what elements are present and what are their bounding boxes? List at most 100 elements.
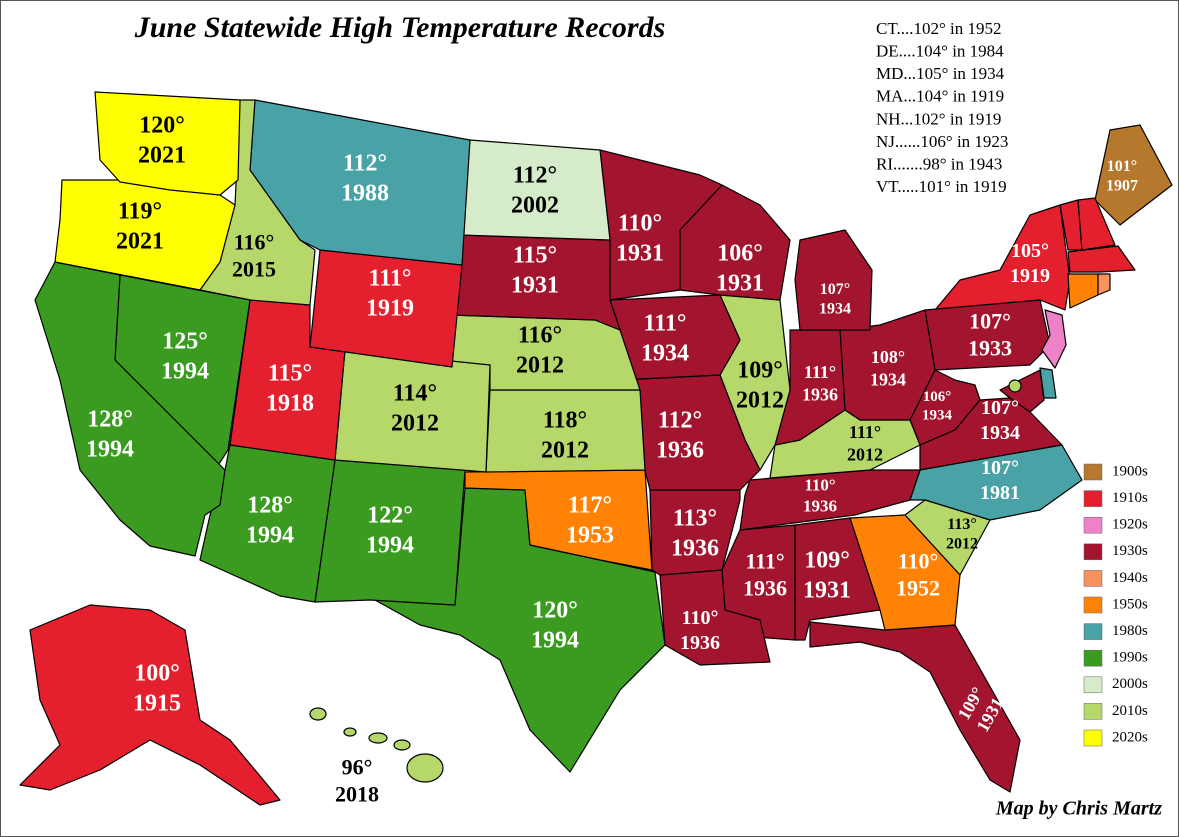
state-label: 106° 1934 bbox=[922, 389, 953, 424]
record-temp: 116° bbox=[518, 323, 562, 349]
record-temp: 118° bbox=[543, 408, 587, 434]
record-year: 1952 bbox=[896, 576, 940, 601]
state-label: 128° 1994 bbox=[86, 407, 134, 463]
record-temp: 114° bbox=[393, 381, 437, 407]
state-label: 119° 2021 bbox=[116, 199, 164, 255]
record-temp: 107° bbox=[820, 281, 850, 298]
record-year: 1918 bbox=[266, 390, 314, 416]
record-year: 1994 bbox=[531, 627, 579, 653]
state-label: 115° 1918 bbox=[266, 361, 314, 417]
record-temp: 115° bbox=[513, 243, 557, 269]
record-temp: 110° bbox=[898, 548, 939, 573]
record-year: 1936 bbox=[656, 437, 704, 463]
record-year: 1953 bbox=[566, 522, 614, 548]
record-temp: 110° bbox=[804, 475, 835, 494]
record-year: 1934 bbox=[819, 301, 851, 318]
state-label: 100° 1915 bbox=[133, 661, 181, 717]
state-label: 125° 1994 bbox=[161, 329, 209, 385]
record-year: 1936 bbox=[671, 535, 719, 561]
legend-label: 1980s bbox=[1112, 623, 1148, 639]
state-region bbox=[94, 91, 241, 196]
record-temp: 125° bbox=[162, 329, 208, 355]
record-temp: 100° bbox=[134, 661, 180, 687]
record-year: 1936 bbox=[802, 384, 838, 404]
state-region bbox=[839, 309, 936, 421]
note-line: RI.......98° in 1943 bbox=[876, 155, 1002, 174]
legend-label: 1940s bbox=[1112, 570, 1148, 586]
state-label: 101° 1907 bbox=[1106, 158, 1138, 195]
state-region bbox=[794, 229, 873, 331]
state-label: 120° 2021 bbox=[138, 113, 186, 169]
state-label: 107° 1981 bbox=[980, 457, 1020, 504]
legend-swatch bbox=[1083, 676, 1103, 694]
record-year: 1981 bbox=[980, 482, 1020, 504]
state-region bbox=[679, 184, 791, 301]
state-region bbox=[1067, 245, 1136, 273]
state-label: 116° 2012 bbox=[516, 323, 564, 379]
record-temp: 107° bbox=[981, 457, 1019, 479]
record-year: 1931 bbox=[803, 577, 851, 603]
state-label: 115° 1931 bbox=[511, 243, 559, 299]
regions bbox=[19, 91, 1173, 806]
note-line: NH...102° in 1919 bbox=[876, 109, 1001, 128]
state-region bbox=[999, 369, 1045, 413]
record-temp: 107° bbox=[981, 397, 1019, 419]
record-temp: 107° bbox=[969, 308, 1011, 333]
record-temp: 112° bbox=[343, 151, 387, 177]
record-temp: 117° bbox=[568, 493, 612, 519]
record-temp: 113° bbox=[673, 506, 717, 532]
record-temp: 101° bbox=[1107, 158, 1137, 175]
note-line: MD...105° in 1934 bbox=[876, 64, 1005, 83]
record-year: 2018 bbox=[335, 782, 379, 807]
record-year: 2021 bbox=[116, 228, 164, 254]
state-region bbox=[406, 753, 444, 783]
state-label: 120° 1994 bbox=[531, 598, 579, 654]
record-year: 1933 bbox=[968, 336, 1012, 361]
dc-marker bbox=[1008, 379, 1022, 393]
record-year: 1934 bbox=[641, 340, 689, 366]
record-year: 1994 bbox=[86, 436, 134, 462]
state-label: 114° 2012 bbox=[391, 381, 439, 437]
record-temp: 105° bbox=[1011, 240, 1049, 262]
state-region bbox=[1041, 309, 1067, 369]
state-label: 112° 2002 bbox=[511, 163, 559, 219]
notes: CT....102° in 1952 DE....104° in 1984 MD..… bbox=[876, 19, 1008, 196]
record-year: 1907 bbox=[1106, 178, 1138, 195]
record-temp: 108° bbox=[871, 347, 905, 367]
record-year: 2012 bbox=[516, 352, 564, 378]
record-year: 2012 bbox=[391, 410, 439, 436]
state-label: 110° 1952 bbox=[896, 548, 940, 600]
state-label: 108°1934 bbox=[870, 347, 906, 389]
legend-label: 2020s bbox=[1112, 729, 1148, 745]
state-region bbox=[1094, 124, 1173, 226]
record-year: 1994 bbox=[246, 522, 294, 548]
record-temp: 112° bbox=[513, 163, 557, 189]
note-line: CT....102° in 1952 bbox=[876, 19, 1001, 38]
record-year: 1994 bbox=[366, 532, 414, 558]
legend-label: 1990s bbox=[1112, 650, 1148, 666]
legend-label: 2010s bbox=[1112, 703, 1148, 719]
legend-swatch bbox=[1083, 729, 1103, 747]
record-temp: 120° bbox=[139, 113, 185, 139]
record-temp: 110° bbox=[682, 607, 719, 629]
state-label: 106° 1931 bbox=[716, 241, 764, 297]
state-region bbox=[343, 727, 357, 737]
record-year: 2021 bbox=[138, 142, 186, 168]
state-label: 113° 1936 bbox=[671, 506, 719, 562]
legend-swatch bbox=[1083, 703, 1103, 720]
legend-swatch bbox=[1083, 543, 1103, 561]
record-year: 2002 bbox=[511, 192, 559, 218]
state-label: 105° 1919 bbox=[1010, 240, 1050, 287]
state-label: 117° 1953 bbox=[566, 493, 614, 549]
state-label: 116° 2015 bbox=[232, 229, 276, 281]
legend-swatch bbox=[1083, 649, 1103, 667]
state-region bbox=[368, 732, 388, 744]
record-year: 2012 bbox=[847, 444, 883, 464]
legend: 1900s 1910s 1920s 1930s 1940s 1950s 1980s 1990s… bbox=[1083, 463, 1148, 747]
state-region bbox=[1097, 273, 1111, 296]
record-year: 2012 bbox=[541, 437, 589, 463]
state-label: 122° 1994 bbox=[366, 503, 414, 559]
record-year: 2012 bbox=[736, 387, 784, 413]
record-temp: 115° bbox=[268, 361, 312, 387]
state-label: 107° 1934 bbox=[819, 281, 851, 318]
